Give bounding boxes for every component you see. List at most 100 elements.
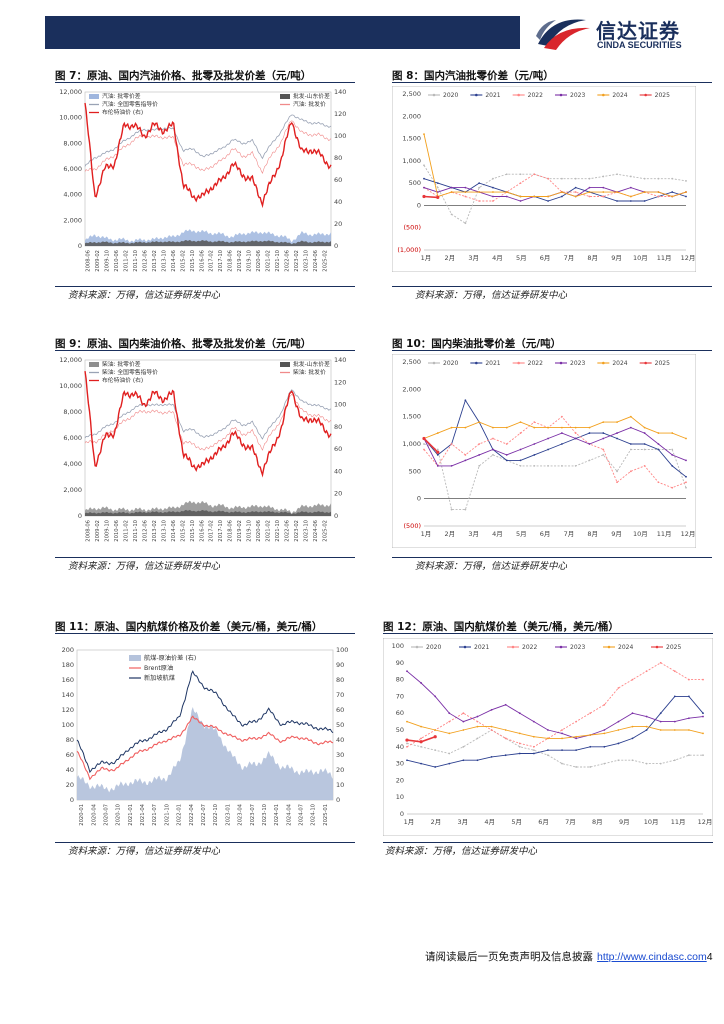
fig7-x-tick: 2021-10 xyxy=(275,250,281,272)
fig9-x-tick: 2023-10 xyxy=(303,520,309,542)
fig10-series-2023-point xyxy=(505,454,508,456)
fig11-yright-tick: 70 xyxy=(336,691,344,699)
fig7-yright-tick: 140 xyxy=(334,88,346,96)
fig9-title-rule xyxy=(55,350,355,351)
fig10-series-2025-line xyxy=(423,437,439,453)
fig12-series-2020-point xyxy=(518,745,521,748)
fig12-series-2020-point xyxy=(532,749,535,752)
fig11-x-tick: 2021-01 xyxy=(128,804,134,826)
fig12-series-2024-point xyxy=(575,735,578,738)
fig12-legend-label: 2023 xyxy=(570,644,585,651)
fig9-shandong-spread-area xyxy=(85,509,331,516)
fig8-title: 图 8：国内汽油批零价差（元/吨） xyxy=(392,70,554,82)
fig12-series-2023-point xyxy=(673,720,676,723)
fig8-legend-label: 2022 xyxy=(528,92,543,99)
fig12-x-tick: 6月 xyxy=(538,818,549,826)
fig12-series-2023-point xyxy=(476,715,479,718)
fig10-x-tick: 12月 xyxy=(681,530,696,538)
fig10-series-2020-point xyxy=(685,486,687,489)
fig10-series-2023-point xyxy=(685,459,687,462)
fig11-x-tick: 2023-10 xyxy=(262,804,268,826)
fig10-y-tick: 500 xyxy=(409,467,421,475)
fig8-y-tick: 1,500 xyxy=(402,135,421,143)
fig12-series-2020-point xyxy=(631,759,634,762)
fig10-series-2024-point xyxy=(574,426,577,429)
fig8-series-2022-point xyxy=(492,200,494,202)
fig8-series-2024-point xyxy=(423,133,425,136)
fig11-yright-tick: 40 xyxy=(336,736,344,744)
fig12-series-2022-point xyxy=(603,703,606,706)
fig11-yleft-tick: 120 xyxy=(62,706,74,714)
fig11-x-tick: 2021-07 xyxy=(152,804,158,826)
fig8-series-2020-point xyxy=(643,177,646,180)
fig10-series-2024-point xyxy=(533,426,536,429)
fig7-legend-label: 布伦特油价 (右) xyxy=(102,108,143,116)
fig12-series-2021-point xyxy=(575,749,578,752)
fig11-x-tick: 2022-10 xyxy=(213,804,219,826)
fig10-legend-label: 2021 xyxy=(485,360,500,367)
fig9-x-tick: 2014-06 xyxy=(171,520,177,542)
fig11-legend-label: 航煤-原油价差 (右) xyxy=(144,654,196,662)
fig8-series-2022-point xyxy=(602,195,605,198)
fig7-wholesale-line xyxy=(84,120,332,174)
fig10-series-2025-point xyxy=(422,436,426,441)
fig8-series-2022-point xyxy=(547,177,550,180)
fig12-series-2020-point xyxy=(448,752,451,755)
fig10-series-2023-point xyxy=(464,459,467,462)
fig12-legend-label: 2020 xyxy=(426,644,441,651)
fig12-series-2021-line xyxy=(406,695,704,768)
fig12-series-2023-point xyxy=(532,720,535,723)
fig7-x-tick: 2023-02 xyxy=(294,250,300,272)
fig10-series-2022-point xyxy=(423,448,425,451)
fig7-yright-tick: 100 xyxy=(334,132,346,140)
fig11-yright-tick: 20 xyxy=(336,766,344,774)
fig8-series-2025-point xyxy=(436,195,440,200)
fig8-series-2023-point xyxy=(450,186,453,189)
fig10-y-tick: 0 xyxy=(417,495,421,503)
fig10-series-2021-point xyxy=(657,448,660,451)
fig10-legend-label: 2024 xyxy=(612,360,627,367)
fig12-series-2021-point xyxy=(434,766,437,768)
fig10-title-rule xyxy=(392,350,712,351)
fig12-title-rule xyxy=(383,633,713,634)
fig12-series-2025-point xyxy=(405,738,409,742)
fig8-series-2024-point xyxy=(657,191,660,193)
fig7-yright-tick: 20 xyxy=(334,220,342,228)
fig10-series-2024-point xyxy=(464,426,467,429)
fig9-title: 图 9：原油、国内柴油价格、批零及批发价差（元/吨） xyxy=(55,338,312,350)
fig9-x-tick: 2024-06 xyxy=(313,520,319,542)
fig7-x-tick: 2015-10 xyxy=(190,250,196,272)
fig8-legend-label: 2024 xyxy=(612,92,627,99)
fig7-x-tick: 2021-02 xyxy=(266,250,272,272)
fig8-series-2020-point xyxy=(629,175,632,178)
fig10-x-tick: 8月 xyxy=(587,530,598,538)
fig12-series-2022-point xyxy=(575,720,578,723)
fig10-series-2023-point xyxy=(560,432,563,434)
fig10-x-tick: 10月 xyxy=(633,530,648,538)
fig11-x-tick: 2021-04 xyxy=(140,803,146,825)
fig12-series-2024-point xyxy=(631,725,634,728)
fig7-yleft-tick: 4,000 xyxy=(63,191,82,199)
fig9-yright-tick: 80 xyxy=(334,423,342,431)
fig7-bottom-rule xyxy=(55,286,355,287)
fig7-yleft-tick: 0 xyxy=(78,242,82,250)
fig12-series-2023-point xyxy=(617,720,620,723)
fig12-series-2025-point xyxy=(419,740,423,744)
fig11-yright-tick: 50 xyxy=(336,721,344,729)
fig10-series-2022-point xyxy=(505,443,508,445)
fig9-legend-label: 布伦特油价 (右) xyxy=(102,376,143,384)
fig7-retail-line xyxy=(84,114,332,167)
fig12-series-2024-point xyxy=(702,732,704,735)
fig10-x-tick: 6月 xyxy=(540,530,551,538)
fig12-series-2021-point xyxy=(688,695,690,698)
fig9-x-tick: 2021-02 xyxy=(266,520,272,542)
fig11-yleft-tick: 40 xyxy=(66,766,74,774)
fig10-series-2020-point xyxy=(478,464,481,467)
fig7-x-tick: 2009-02 xyxy=(95,250,101,272)
footer-link[interactable]: http://www.cindasc.com xyxy=(597,951,707,963)
fig11-yright-tick: 90 xyxy=(336,661,344,669)
fig10-series-2024-point xyxy=(616,421,618,424)
fig7-x-tick: 2012-06 xyxy=(143,250,149,272)
fig12-series-2024-point xyxy=(434,729,437,731)
